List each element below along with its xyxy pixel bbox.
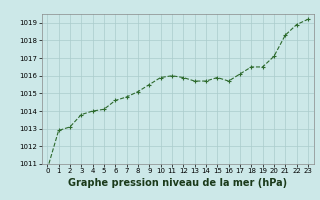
- X-axis label: Graphe pression niveau de la mer (hPa): Graphe pression niveau de la mer (hPa): [68, 178, 287, 188]
